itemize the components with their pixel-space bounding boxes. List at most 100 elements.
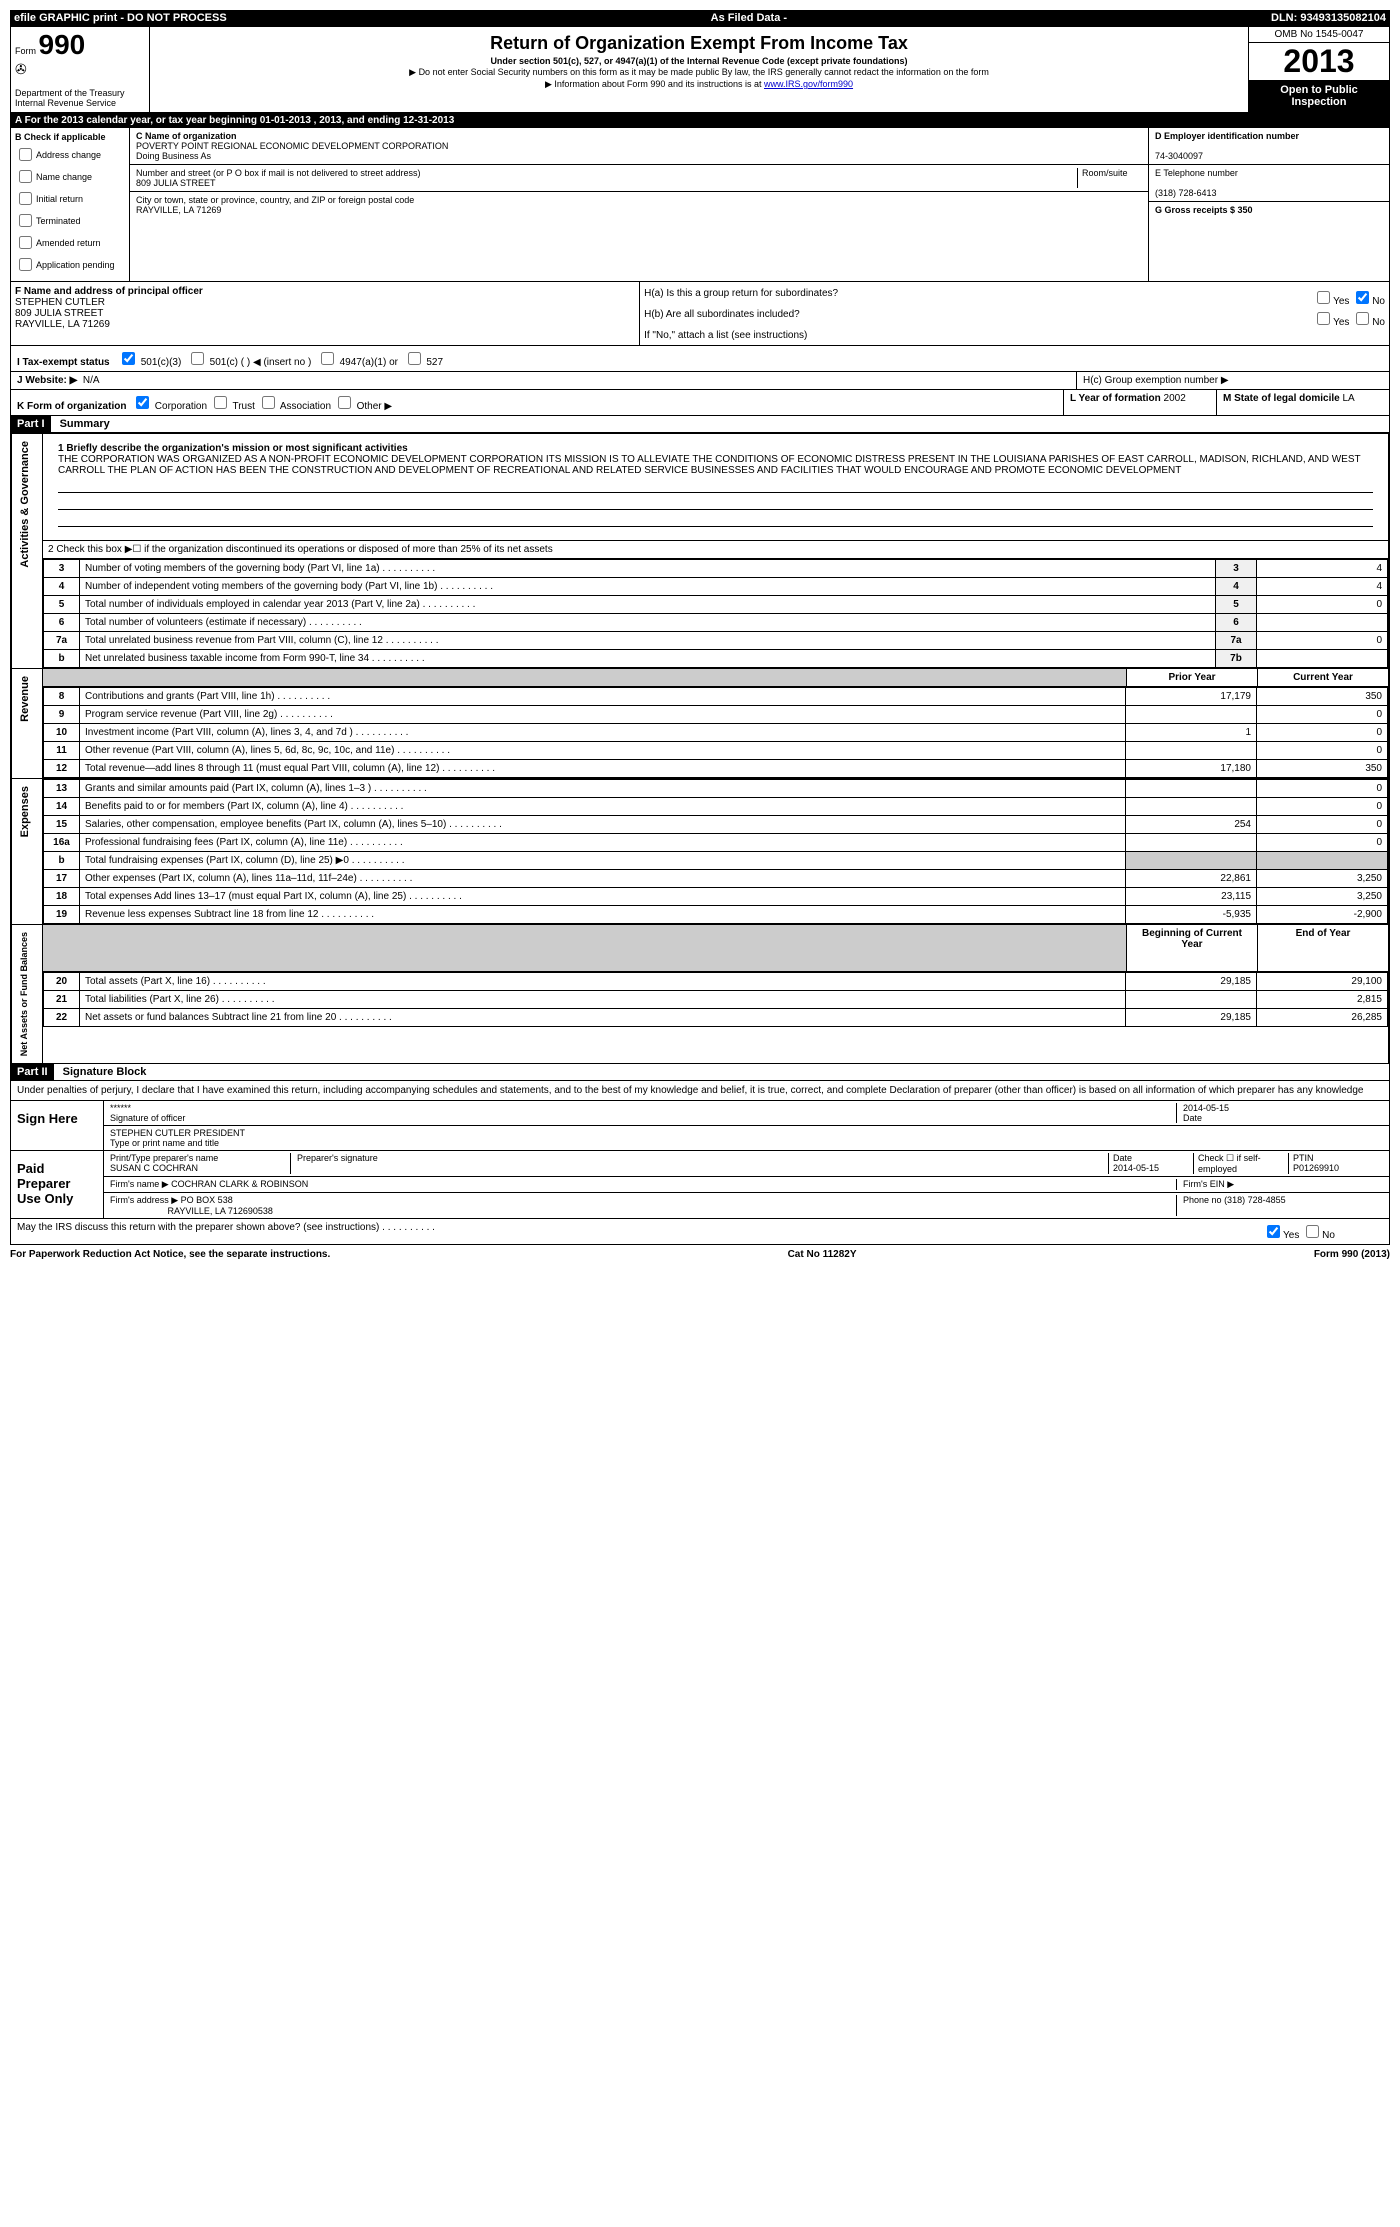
cb-501c[interactable]	[191, 352, 204, 365]
row-current: 0	[1257, 724, 1388, 742]
table-row: 8 Contributions and grants (Part VIII, l…	[44, 688, 1388, 706]
part1-header-row: Part I Summary	[11, 416, 1389, 433]
summary-table: Activities & Governance 1 Briefly descri…	[11, 433, 1389, 1064]
opt-assoc: Association	[280, 401, 331, 412]
firm-ein-label: Firm's EIN ▶	[1177, 1179, 1383, 1190]
part1-badge: Part I	[11, 416, 51, 432]
phone-label: E Telephone number	[1155, 168, 1238, 178]
row-prior	[1126, 852, 1257, 870]
website-value: N/A	[83, 375, 100, 386]
table-row: 13 Grants and similar amounts paid (Part…	[44, 780, 1388, 798]
hb-yes[interactable]	[1317, 312, 1330, 325]
ein-label: D Employer identification number	[1155, 131, 1299, 141]
year-box: OMB No 1545-0047 2013 Open to Public Ins…	[1248, 27, 1389, 112]
hb-no[interactable]	[1356, 312, 1369, 325]
lbl-terminated: Terminated	[36, 216, 81, 226]
street-value: 809 JULIA STREET	[136, 178, 216, 188]
table-row: 7a Total unrelated business revenue from…	[44, 632, 1388, 650]
sig-stars: ******	[110, 1103, 131, 1113]
footer-mid: Cat No 11282Y	[788, 1249, 857, 1260]
officer-printed-name: STEPHEN CUTLER PRESIDENT	[110, 1128, 245, 1138]
ein-value: 74-3040097	[1155, 151, 1203, 161]
table-row: 6 Total number of volunteers (estimate i…	[44, 614, 1388, 632]
cb-name-change[interactable]	[19, 170, 32, 183]
prep-name: SUSAN C COCHRAN	[110, 1163, 198, 1173]
row-box: 4	[1216, 578, 1257, 596]
row-prior: 29,185	[1126, 973, 1257, 991]
irs-link[interactable]: www.IRS.gov/form990	[764, 79, 853, 89]
tax-year: 2013	[1249, 43, 1389, 80]
cb-assoc[interactable]	[262, 396, 275, 409]
omb-number: OMB No 1545-0047	[1249, 27, 1389, 43]
ha-no[interactable]	[1356, 291, 1369, 304]
row-desc: Total assets (Part X, line 16)	[80, 973, 1126, 991]
row-val	[1257, 614, 1388, 632]
discuss-no[interactable]	[1306, 1225, 1319, 1238]
row-num: 22	[44, 1009, 80, 1027]
cb-527[interactable]	[408, 352, 421, 365]
ha-yes[interactable]	[1317, 291, 1330, 304]
row-current: -2,900	[1257, 906, 1388, 924]
b-label: B Check if applicable	[15, 132, 106, 142]
row-num: 11	[44, 742, 80, 760]
firm-addr2: RAYVILLE, LA 712690538	[168, 1206, 273, 1216]
cb-501c3[interactable]	[122, 352, 135, 365]
cb-application-pending[interactable]	[19, 258, 32, 271]
table-row: 17 Other expenses (Part IX, column (A), …	[44, 870, 1388, 888]
city-value: RAYVILLE, LA 71269	[136, 205, 221, 215]
table-row: 4 Number of independent voting members o…	[44, 578, 1388, 596]
efile-right: DLN: 93493135082104	[1271, 12, 1386, 24]
m-label: M State of legal domicile	[1223, 393, 1340, 404]
ha-label: H(a) Is this a group return for subordin…	[644, 288, 838, 307]
cb-address-change[interactable]	[19, 148, 32, 161]
row-val: 4	[1257, 560, 1388, 578]
cb-4947[interactable]	[321, 352, 334, 365]
title-row: Form 990 ✇ Department of the Treasury In…	[11, 27, 1389, 113]
row-current: 29,100	[1257, 973, 1388, 991]
row-desc: Total unrelated business revenue from Pa…	[80, 632, 1216, 650]
row-box: 7b	[1216, 650, 1257, 668]
prep-sig-label: Preparer's signature	[291, 1153, 1109, 1174]
cb-terminated[interactable]	[19, 214, 32, 227]
cb-amended[interactable]	[19, 236, 32, 249]
cb-initial-return[interactable]	[19, 192, 32, 205]
row-current: 0	[1257, 742, 1388, 760]
discuss-text: May the IRS discuss this return with the…	[17, 1222, 379, 1233]
opt-trust: Trust	[232, 401, 254, 412]
row-prior	[1126, 834, 1257, 852]
table-row: 22 Net assets or fund balances Subtract …	[44, 1009, 1388, 1027]
row-num: 16a	[44, 834, 80, 852]
check-if-self: Check ☐ if self-employed	[1194, 1153, 1289, 1174]
firm-phone: (318) 728-4855	[1224, 1195, 1286, 1205]
table-row: 21 Total liabilities (Part X, line 26) 2…	[44, 991, 1388, 1009]
row-desc: Contributions and grants (Part VIII, lin…	[80, 688, 1126, 706]
lbl-application-pending: Application pending	[36, 260, 115, 270]
row-prior: -5,935	[1126, 906, 1257, 924]
title-sub2: ▶ Do not enter Social Security numbers o…	[154, 67, 1244, 78]
col-b: B Check if applicable Address change Nam…	[11, 128, 130, 281]
table-row: 5 Total number of individuals employed i…	[44, 596, 1388, 614]
discuss-yes[interactable]	[1267, 1225, 1280, 1238]
part2-badge: Part II	[11, 1064, 54, 1080]
row-num: 4	[44, 578, 80, 596]
row-num: b	[44, 852, 80, 870]
cb-trust[interactable]	[214, 396, 227, 409]
col-c: C Name of organization POVERTY POINT REG…	[130, 128, 1149, 281]
cb-corp[interactable]	[136, 396, 149, 409]
paid-preparer-row: Paid Preparer Use Only Print/Type prepar…	[11, 1151, 1389, 1219]
current-year-header: Current Year	[1258, 669, 1389, 687]
efile-mid: As Filed Data -	[711, 12, 787, 24]
title-center: Return of Organization Exempt From Incom…	[150, 27, 1248, 112]
row-prior	[1126, 742, 1257, 760]
form-label: Form	[15, 46, 36, 56]
col-h: H(a) Is this a group return for subordin…	[640, 282, 1389, 345]
row-desc: Grants and similar amounts paid (Part IX…	[80, 780, 1126, 798]
row-desc: Benefits paid to or for members (Part IX…	[80, 798, 1126, 816]
lbl-name-change: Name change	[36, 172, 92, 182]
lbl-initial-return: Initial return	[36, 194, 83, 204]
part2-header-row: Part II Signature Block	[11, 1064, 1389, 1081]
row-desc: Total revenue—add lines 8 through 11 (mu…	[80, 760, 1126, 778]
l-label: L Year of formation	[1070, 393, 1161, 404]
officer-city: RAYVILLE, LA 71269	[15, 319, 110, 330]
cb-other[interactable]	[338, 396, 351, 409]
